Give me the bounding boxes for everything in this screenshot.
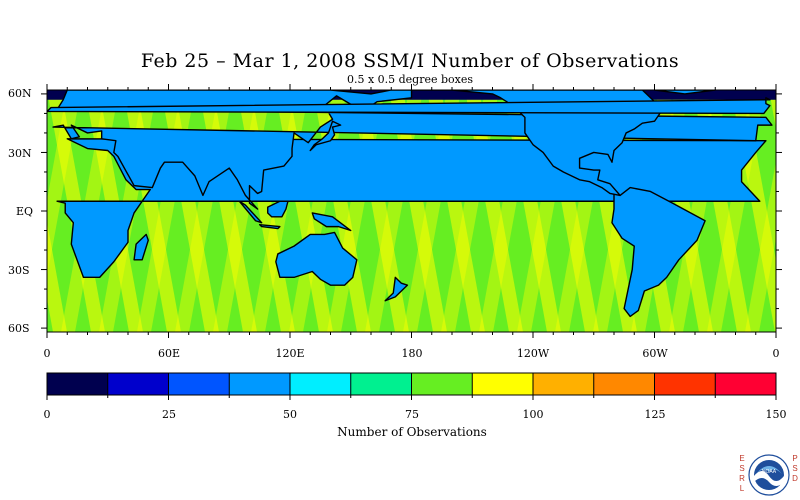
colorbar	[46, 372, 777, 400]
continent-outline	[410, 90, 664, 197]
lon-label-60w: 60W	[642, 347, 668, 360]
lon-label-0: 0	[44, 347, 51, 360]
lon-label-180: 180	[402, 347, 423, 360]
colorbar-segment	[47, 373, 108, 395]
colorbar-segment	[229, 373, 290, 395]
colorbar-segment	[107, 373, 169, 395]
continent-outline	[133, 233, 149, 261]
lon-label-0-end: 0	[773, 347, 780, 360]
svg-text:NOAA: NOAA	[762, 469, 777, 475]
continent-outline	[309, 120, 342, 152]
lon-label-120e: 120E	[275, 347, 304, 360]
continent-outline	[311, 212, 352, 232]
lat-label-30n: 30N	[8, 147, 32, 160]
colorbar-segment	[654, 373, 716, 395]
lat-label-30s: 30S	[8, 264, 30, 277]
continent-outline	[653, 90, 716, 95]
colorbar-label-0: 0	[44, 408, 51, 421]
swath-band	[783, 90, 800, 332]
noaa-seal: NOAA	[748, 454, 790, 496]
colorbar-segment	[715, 373, 776, 395]
continent-outline	[611, 186, 706, 318]
colorbar-title: Number of Observations	[337, 425, 487, 439]
map-subtitle: 0.5 x 0.5 degree boxes	[346, 73, 474, 86]
lon-label-60e: 60E	[158, 347, 180, 360]
lat-label-60s: 60S	[8, 322, 30, 335]
colorbar-segment	[168, 373, 230, 395]
colorbar-label-100: 100	[523, 408, 544, 421]
longitude-axis: 0 60E 120E 180 120W 60W 0	[44, 347, 780, 360]
colorbar-segment	[472, 373, 533, 395]
swath-band	[0, 90, 5, 332]
continent-outline	[47, 97, 771, 115]
colorbar-label-75: 75	[405, 408, 419, 421]
swath-band	[47, 222, 67, 332]
colorbar-label-25: 25	[162, 408, 176, 421]
colorbar-segment	[593, 373, 655, 395]
colorbar-segment	[533, 373, 594, 395]
lat-label-60n: 60N	[8, 87, 32, 100]
axis-ticks	[41, 84, 782, 338]
lat-label-eq: EQ	[16, 205, 33, 218]
colorbar-segment	[411, 373, 473, 395]
lon-label-120w: 120W	[517, 347, 550, 360]
swath-band	[745, 161, 776, 332]
continent-outline	[384, 276, 409, 302]
continents	[47, 90, 773, 318]
map-plot-area	[0, 90, 800, 332]
colorbar-label-50: 50	[283, 408, 297, 421]
colorbar-label-125: 125	[645, 408, 666, 421]
continent-outline	[275, 231, 358, 286]
continent-outline	[258, 223, 281, 230]
continent-outline	[238, 200, 263, 224]
latitude-axis: 60N 30N EQ 30S 60S	[8, 87, 33, 335]
colorbar-segment	[350, 373, 412, 395]
continent-outline	[267, 200, 289, 218]
colorbar-label-150: 150	[766, 408, 787, 421]
colorbar-segment	[290, 373, 351, 395]
map-title: Feb 25 – Mar 1, 2008 SSM/I Number of Obs…	[140, 50, 680, 72]
colorbar-tick-labels: 0 25 50 75 100 125 150	[44, 408, 787, 421]
